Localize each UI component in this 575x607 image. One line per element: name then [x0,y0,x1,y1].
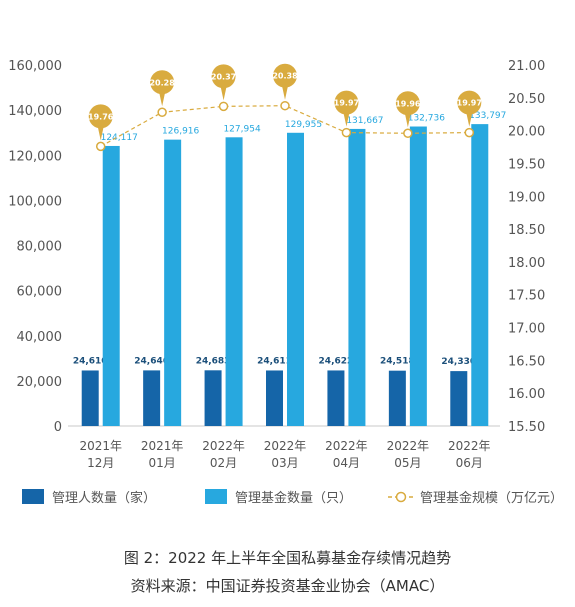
pin-tail-fund-scale [97,126,104,141]
y-right-tick-label: 21.00 [508,59,545,74]
line-point-fund-scale [95,141,106,152]
pin-fund-scale [273,63,297,88]
legend-label-fund-count: 管理基金数量（只） [235,490,352,506]
line-label-fund-scale: 19.76 [88,112,114,121]
legend-swatch-fund-count [205,489,227,504]
line-label-fund-scale: 19.97 [457,99,482,108]
bar-label-fund-count: 127,954 [223,124,260,134]
bar-fund-count [348,128,366,426]
bar-label-manager-count: 24,611 [257,356,292,366]
pin-tail-fund-scale [282,85,288,100]
line-point-fund-scale [403,128,413,139]
legend-label-fund-scale: 管理基金规模（万亿元） [420,490,563,506]
pin-tail-fund-scale [404,113,411,128]
line-label-fund-scale: 20.38 [272,72,298,81]
line-label-fund-scale: 20.37 [211,72,236,81]
legend-swatch-manager-count [22,489,44,504]
bar-manager-count [327,370,345,426]
y-right-tick-label: 20.50 [508,92,545,107]
bar-label-fund-count: 124,117 [101,133,138,143]
bar-label-manager-count: 24,610 [73,356,108,366]
bar-manager-count [450,371,468,426]
bar-manager-count [204,370,222,426]
pin-fund-scale [211,64,236,89]
y-right-tick-label: 19.00 [508,190,545,205]
pin-fund-scale [88,104,113,129]
pin-fund-scale [334,90,359,115]
y-left-tick-label: 160,000 [8,59,62,74]
x-tick-label: 2022年 05月 [387,439,430,470]
pin-tail-fund-scale [220,86,227,101]
bar-fund-count [102,145,120,427]
y-left-tick-label: 100,000 [8,194,62,209]
y-left-tick-label: 80,000 [17,240,63,255]
bar-label-fund-count: 132,736 [408,114,445,124]
chart-caption-source: 资料来源：中国证券投资基金业协会（AMAC） [130,577,445,595]
y-right-tick-label: 20.00 [508,125,545,140]
bar-fund-count [164,139,182,426]
x-tick-label: 2022年 02月 [202,439,245,470]
y-right-tick-label: 17.00 [508,322,545,337]
line-point-fund-scale [218,101,229,112]
bar-manager-count [143,370,161,426]
bar-label-fund-count: 126,916 [162,127,199,137]
pin-tail-fund-scale [159,92,166,107]
y-right-tick-label: 15.50 [508,420,545,435]
y-left-tick-label: 20,000 [17,375,63,390]
x-tick-label: 2022年 03月 [264,439,307,470]
line-label-fund-scale: 19.96 [395,99,421,108]
y-right-tick-label: 16.00 [508,387,545,402]
line-point-fund-scale [157,107,167,118]
bar-fund-count [471,124,489,427]
bar-manager-count [81,370,99,426]
pin-tail-fund-scale [466,112,473,127]
x-tick-label: 2022年 06月 [448,439,491,470]
bar-fund-count [287,132,304,426]
x-tick-label: 2021年 12月 [79,439,122,470]
pin-fund-scale [150,70,175,95]
y-left-tick-label: 0 [54,420,62,435]
bar-label-fund-count: 133,797 [469,111,506,121]
bar-label-fund-count: 129,955 [285,120,322,130]
pin-fund-scale [395,91,420,116]
line-point-fund-scale [280,100,290,111]
chart-caption-title: 图 2：2022 年上半年全国私募基金存续情况趋势 [123,549,452,567]
bar-fund-count [409,126,427,426]
bar-fund-count [225,137,243,427]
bar-label-manager-count: 24,683 [196,356,231,366]
pin-fund-scale [457,90,482,115]
x-tick-label: 2022年 04月 [325,439,368,470]
line-point-fund-scale [341,127,352,138]
bar-manager-count [388,370,406,426]
y-right-tick-label: 19.50 [508,157,545,172]
bar-label-manager-count: 24,330 [441,357,476,367]
line-label-fund-scale: 20.28 [149,78,175,87]
bar-label-manager-count: 24,518 [380,357,415,367]
y-left-tick-label: 140,000 [8,104,62,119]
bar-manager-count [266,370,283,426]
bar-label-fund-count: 131,667 [346,116,383,126]
bar-label-manager-count: 24,622 [319,356,354,366]
line-label-fund-scale: 19.97 [334,99,359,108]
line-point-fund-scale [464,127,475,138]
y-right-tick-label: 17.50 [508,289,545,304]
bar-label-manager-count: 24,646 [134,356,169,366]
y-left-tick-label: 120,000 [8,149,62,164]
y-right-tick-label: 18.50 [508,223,545,238]
combo-chart: 0 20,000 40,000 60,000 80,000 100,000 120,000 1… [8,59,563,506]
y-left-tick-label: 60,000 [17,285,63,300]
legend-marker-fund-scale [395,491,407,503]
y-right-tick-label: 16.50 [508,354,545,369]
y-left-tick-label: 40,000 [17,330,63,345]
x-tick-label: 2021年 01月 [141,439,184,470]
legend-label-manager-count: 管理人数量（家） [52,490,156,506]
y-right-tick-label: 18.00 [508,256,545,271]
pin-tail-fund-scale [343,112,350,127]
